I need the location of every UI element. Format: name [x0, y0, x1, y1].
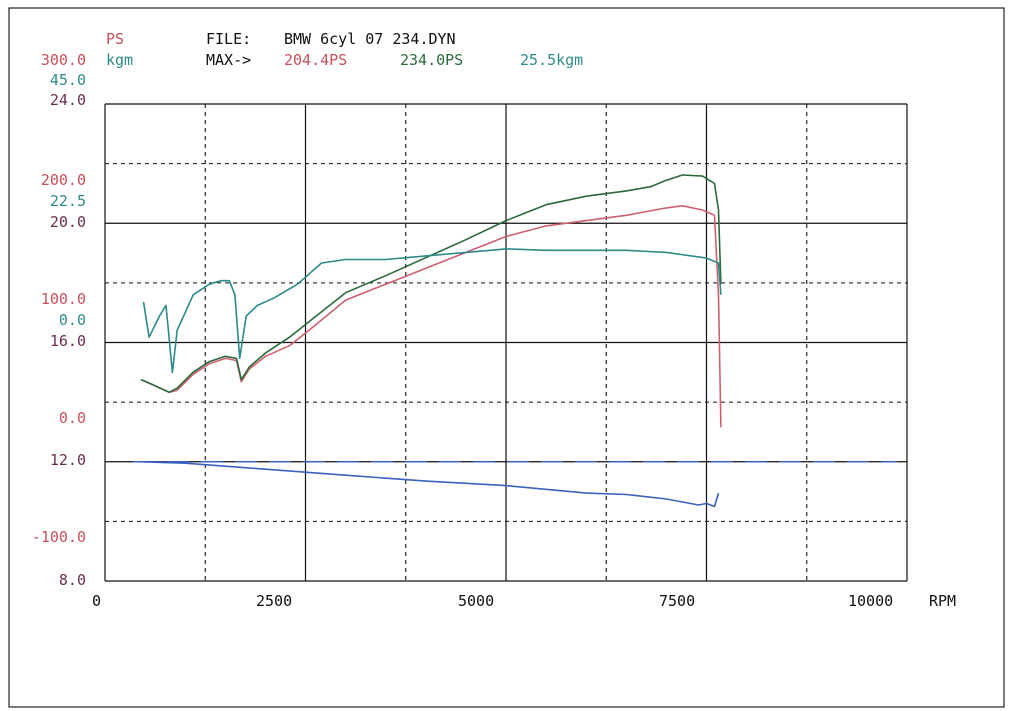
plot-grid [104, 103, 908, 582]
afr-line [141, 461, 720, 508]
afr-tick-label: 8.0 [58, 571, 86, 589]
kgm-tick-label: 22.5 [49, 192, 86, 210]
kgm-tick-label: 0.0 [58, 311, 86, 329]
max-label: MAX-> [206, 51, 252, 69]
x-tick-label: 0 [92, 592, 102, 610]
kgm-tick-label: 45.0 [49, 71, 86, 89]
file-label: FILE: [206, 30, 252, 48]
file-name: BMW 6cyl 07 234.DYN [284, 30, 456, 48]
ps-tick-label: 0.0 [58, 409, 86, 427]
power-line-red [140, 205, 722, 428]
max-ps-red: 204.4PS [284, 51, 348, 69]
ps-tick-label: -100.0 [31, 528, 86, 546]
ps-unit-label: PS [106, 30, 125, 48]
kgm-unit-label: kgm [106, 51, 134, 69]
max-ps-green: 234.0PS [400, 51, 464, 69]
power-line-green [140, 174, 722, 394]
ps-tick-label: 100.0 [40, 290, 86, 308]
x-tick-label: 5000 [458, 592, 495, 610]
x-tick-label: 7500 [659, 592, 696, 610]
series-layer [133, 174, 897, 508]
afr-tick-label: 12.0 [49, 451, 86, 469]
x-tick-label: 2500 [256, 592, 293, 610]
x-tick-label: 10000 [848, 592, 894, 610]
x-axis-unit: RPM [929, 592, 957, 610]
torque-line [142, 248, 722, 374]
ps-tick-label: 300.0 [40, 51, 86, 69]
afr-tick-label: 20.0 [49, 213, 86, 231]
ps-tick-label: 200.0 [40, 171, 86, 189]
max-kgm: 25.5kgm [520, 51, 584, 69]
page-border [8, 7, 1005, 708]
afr-tick-label: 16.0 [49, 332, 86, 350]
afr-tick-label: 24.0 [49, 91, 86, 109]
